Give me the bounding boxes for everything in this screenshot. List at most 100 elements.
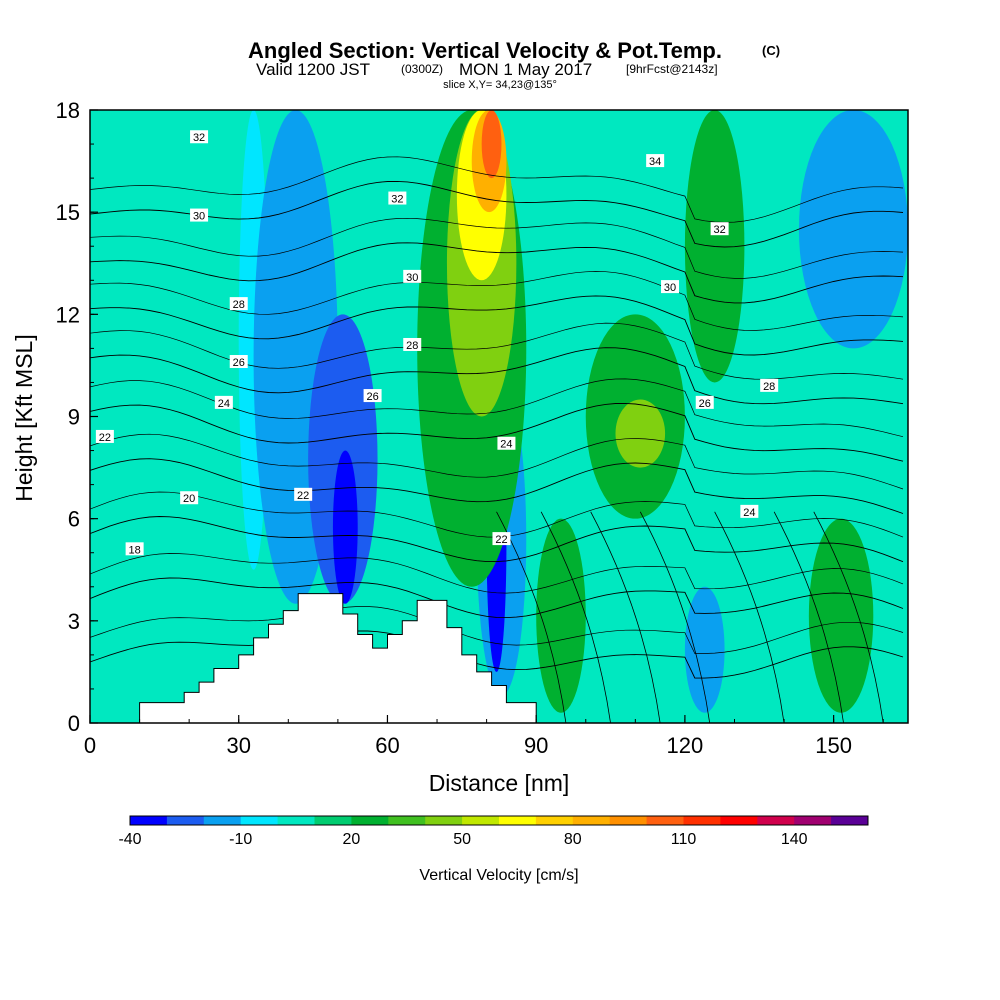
colorbar-tick-label: 110 <box>671 831 697 848</box>
svg-text:24: 24 <box>500 439 512 451</box>
theta-annotation-4: 26 <box>363 389 382 403</box>
velocity-cell-6 <box>798 110 908 349</box>
x-tick-label: 90 <box>524 733 548 758</box>
colorbar-swatch-12 <box>572 816 611 825</box>
theta-label-20: 20 <box>180 491 199 505</box>
theta-contour-minor-7 <box>90 217 904 279</box>
colorbar-swatch-2 <box>203 816 242 825</box>
velocity-cell-7 <box>684 586 725 713</box>
theta-contour-low-6 <box>813 511 884 723</box>
theta-annotation-5: 26 <box>695 395 714 410</box>
svg-text:20: 20 <box>183 493 195 505</box>
svg-text:32: 32 <box>713 224 725 236</box>
plot-area: 18 20 22 24 26 28 30 32 34 22 22 24 24 26 26 28 28 30 30 32… <box>90 110 908 723</box>
theta-contour-30 <box>90 295 904 356</box>
theta-annotation-1: 22 <box>492 532 511 546</box>
subtitle-date: MON 1 May 2017 <box>459 60 592 79</box>
y-tick-label: 3 <box>68 609 80 634</box>
isotherm-labels: 18 20 22 24 26 28 30 32 34 22 22 24 24 26 26 28 28 30 30 32… <box>95 130 779 556</box>
theta-contour-minor-1 <box>90 553 904 594</box>
colorbar-tick-label: -40 <box>118 831 141 848</box>
theta-contour-low-2 <box>590 511 661 723</box>
svg-text:32: 32 <box>193 132 205 144</box>
theta-contour-34 <box>90 180 904 248</box>
theta-annotation-11: 32 <box>710 222 729 236</box>
x-tick-label: 30 <box>226 733 250 758</box>
svg-text:22: 22 <box>99 432 111 444</box>
theta-contour-minor-0 <box>90 606 904 654</box>
svg-text:30: 30 <box>193 211 205 223</box>
velocity-cell-14 <box>615 399 666 468</box>
theta-contour-low-1 <box>540 511 611 723</box>
colorbar <box>129 815 869 826</box>
slice-text: slice X,Y= 34,23@135° <box>443 79 557 91</box>
svg-text:26: 26 <box>699 398 711 410</box>
theta-contour-minor-6 <box>90 271 904 331</box>
theta-label-18: 18 <box>125 542 144 556</box>
colorbar-swatch-14 <box>646 816 684 825</box>
velocity-cell-12 <box>481 110 502 179</box>
theta-annotation-9: 30 <box>661 280 680 294</box>
svg-text:32: 32 <box>391 194 403 206</box>
svg-text:18: 18 <box>128 544 140 556</box>
colorbar-swatch-11 <box>535 816 574 825</box>
theta-contour-24 <box>90 458 904 514</box>
theta-annotation-0: 22 <box>294 487 313 502</box>
colorbar-label: Vertical Velocity [cm/s] <box>419 867 578 884</box>
theta-annotation-10: 32 <box>388 191 407 206</box>
theta-annotation-2: 24 <box>497 436 516 451</box>
colorbar-swatch-17 <box>757 816 795 825</box>
svg-text:30: 30 <box>406 272 418 284</box>
theta-contour-22 <box>90 516 904 563</box>
velocity-cell-3 <box>332 450 358 604</box>
subtitle-valid: Valid 1200 JST <box>256 60 370 79</box>
colorbar-tick-label: 20 <box>343 831 361 848</box>
colorbar-swatch-6 <box>351 816 389 825</box>
colorbar-swatch-9 <box>462 816 500 825</box>
x-tick-label: 150 <box>815 733 852 758</box>
y-tick-label: 6 <box>68 507 80 532</box>
theta-label-30: 30 <box>190 208 209 223</box>
colorbar-swatch-19 <box>831 816 869 825</box>
svg-text:28: 28 <box>763 381 775 393</box>
velocity-cell-17 <box>808 518 874 713</box>
colorbar-swatch-18 <box>794 816 832 825</box>
theta-contour-20 <box>90 577 904 619</box>
svg-text:28: 28 <box>406 340 418 352</box>
colorbar-swatch-1 <box>166 816 205 825</box>
theta-contour-minor-8 <box>90 156 904 223</box>
x-tick-label: 0 <box>84 733 96 758</box>
theta-annotation-3: 24 <box>740 504 759 519</box>
chart-title: Angled Section: Vertical Velocity & Pot.… <box>248 38 722 63</box>
theta-label-22: 22 <box>95 429 114 444</box>
y-axis-label: Height [Kft MSL] <box>11 334 37 501</box>
theta-contours <box>90 156 904 723</box>
colorbar-swatch-0 <box>130 816 168 825</box>
theta-label-28: 28 <box>229 297 248 311</box>
svg-text:24: 24 <box>743 507 755 519</box>
theta-contour-26 <box>90 402 904 462</box>
y-tick-label: 12 <box>56 302 80 327</box>
velocity-cell-16 <box>536 518 586 713</box>
svg-text:22: 22 <box>297 490 309 502</box>
svg-text:30: 30 <box>664 282 676 294</box>
colorbar-swatch-3 <box>240 816 279 825</box>
theta-annotation-6: 28 <box>403 337 422 352</box>
colorbar-tick-label: 80 <box>564 831 582 848</box>
x-tick-label: 120 <box>667 733 704 758</box>
svg-text:22: 22 <box>495 534 507 546</box>
colorbar-tick-label: -10 <box>229 831 252 848</box>
svg-text:34: 34 <box>649 156 661 168</box>
y-tick-label: 9 <box>68 405 80 430</box>
colorbar-ticks: -40 -10 20 50 80 110 140 <box>118 831 807 848</box>
terrain-mask <box>90 593 537 723</box>
velocity-field <box>238 110 908 713</box>
theta-contour-low-5 <box>773 511 844 723</box>
colorbar-swatch-7 <box>388 816 426 825</box>
chart-title-tag: (C) <box>762 43 780 58</box>
theta-annotation-7: 28 <box>760 378 779 393</box>
theta-contour-32 <box>90 242 904 304</box>
theta-label-32: 32 <box>190 130 209 144</box>
colorbar-swatch-16 <box>720 816 758 825</box>
colorbar-swatch-8 <box>425 816 463 825</box>
